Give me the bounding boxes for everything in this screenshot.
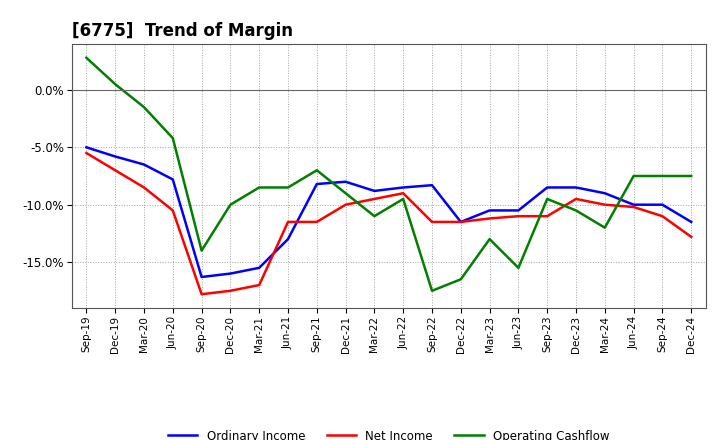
Net Income: [428, 219, 436, 224]
Ordinary Income: [341, 179, 350, 184]
Legend: Ordinary Income, Net Income, Operating Cashflow: Ordinary Income, Net Income, Operating C…: [163, 425, 615, 440]
Ordinary Income: [197, 275, 206, 280]
Ordinary Income: [82, 145, 91, 150]
Net Income: [197, 292, 206, 297]
Line: Ordinary Income: Ordinary Income: [86, 147, 691, 277]
Net Income: [600, 202, 609, 207]
Ordinary Income: [428, 183, 436, 188]
Ordinary Income: [658, 202, 667, 207]
Ordinary Income: [255, 265, 264, 271]
Operating Cashflow: [543, 196, 552, 202]
Ordinary Income: [226, 271, 235, 276]
Operating Cashflow: [284, 185, 292, 190]
Net Income: [658, 213, 667, 219]
Ordinary Income: [600, 191, 609, 196]
Net Income: [572, 196, 580, 202]
Ordinary Income: [284, 236, 292, 242]
Operating Cashflow: [514, 265, 523, 271]
Net Income: [629, 204, 638, 209]
Operating Cashflow: [197, 248, 206, 253]
Net Income: [485, 216, 494, 221]
Operating Cashflow: [140, 104, 148, 110]
Text: [6775]  Trend of Margin: [6775] Trend of Margin: [72, 22, 293, 40]
Ordinary Income: [399, 185, 408, 190]
Operating Cashflow: [456, 277, 465, 282]
Operating Cashflow: [255, 185, 264, 190]
Ordinary Income: [485, 208, 494, 213]
Ordinary Income: [370, 188, 379, 194]
Ordinary Income: [168, 177, 177, 182]
Operating Cashflow: [168, 136, 177, 141]
Operating Cashflow: [370, 213, 379, 219]
Net Income: [226, 288, 235, 293]
Operating Cashflow: [341, 191, 350, 196]
Operating Cashflow: [687, 173, 696, 179]
Ordinary Income: [572, 185, 580, 190]
Net Income: [82, 150, 91, 156]
Net Income: [284, 219, 292, 224]
Ordinary Income: [312, 181, 321, 187]
Ordinary Income: [140, 162, 148, 167]
Operating Cashflow: [111, 81, 120, 87]
Operating Cashflow: [485, 236, 494, 242]
Operating Cashflow: [428, 288, 436, 293]
Ordinary Income: [514, 208, 523, 213]
Operating Cashflow: [312, 168, 321, 173]
Net Income: [543, 213, 552, 219]
Operating Cashflow: [658, 173, 667, 179]
Line: Operating Cashflow: Operating Cashflow: [86, 58, 691, 291]
Net Income: [341, 202, 350, 207]
Net Income: [168, 208, 177, 213]
Ordinary Income: [543, 185, 552, 190]
Operating Cashflow: [226, 202, 235, 207]
Ordinary Income: [687, 219, 696, 224]
Operating Cashflow: [82, 55, 91, 60]
Net Income: [456, 219, 465, 224]
Ordinary Income: [111, 154, 120, 159]
Net Income: [255, 282, 264, 288]
Net Income: [399, 191, 408, 196]
Line: Net Income: Net Income: [86, 153, 691, 294]
Ordinary Income: [456, 219, 465, 224]
Operating Cashflow: [629, 173, 638, 179]
Operating Cashflow: [399, 196, 408, 202]
Net Income: [140, 185, 148, 190]
Net Income: [111, 168, 120, 173]
Net Income: [687, 234, 696, 239]
Net Income: [312, 219, 321, 224]
Operating Cashflow: [600, 225, 609, 230]
Net Income: [370, 196, 379, 202]
Ordinary Income: [629, 202, 638, 207]
Net Income: [514, 213, 523, 219]
Operating Cashflow: [572, 208, 580, 213]
